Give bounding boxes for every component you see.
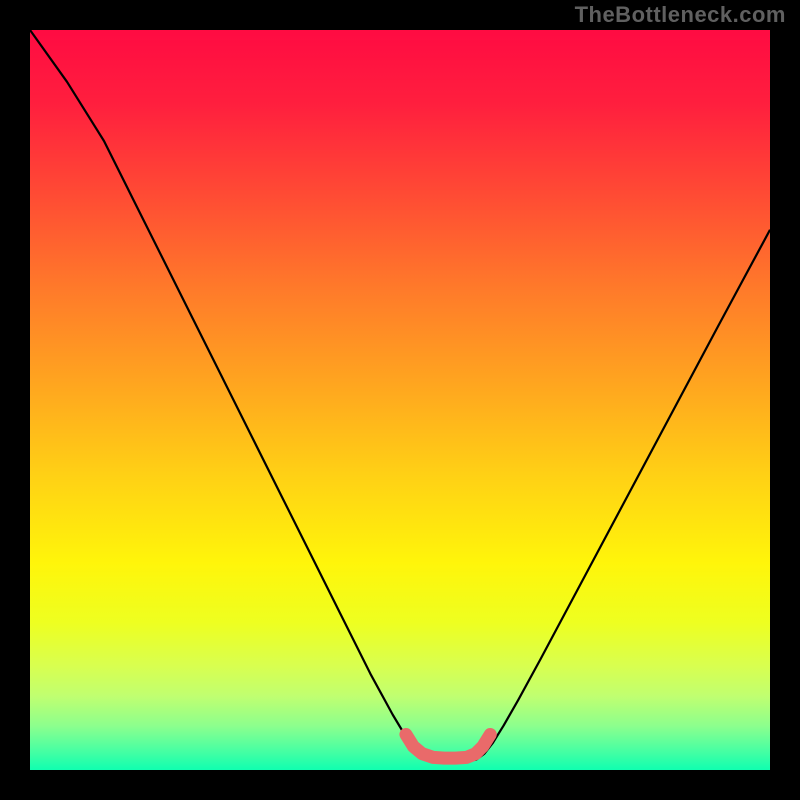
plot-area xyxy=(30,30,770,770)
curve-layer xyxy=(30,30,770,770)
bottleneck-curve xyxy=(30,30,770,761)
watermark-text: TheBottleneck.com xyxy=(575,2,786,28)
bottom-highlight-segment xyxy=(406,734,490,758)
chart-stage: TheBottleneck.com xyxy=(0,0,800,800)
